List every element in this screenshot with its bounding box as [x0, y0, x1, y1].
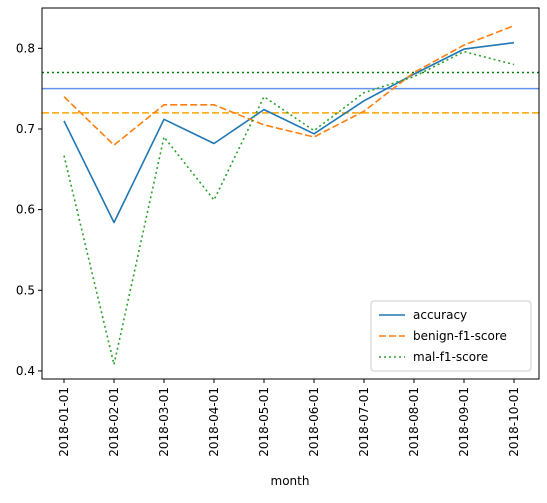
- x-tick-label: 2018-04-01: [207, 387, 221, 457]
- legend: accuracy benign-f1-score mal-f1-score: [370, 300, 532, 372]
- x-axis-label: month: [271, 474, 310, 488]
- x-tick-label: 2018-01-01: [57, 387, 71, 457]
- y-tick-label: 0.8: [16, 41, 35, 55]
- x-tick-label: 2018-02-01: [107, 387, 121, 457]
- legend-label-benign-f1-score: benign-f1-score: [413, 329, 507, 343]
- series-line-mal-f1-score: [63, 50, 515, 366]
- series-line-benign-f1-score: [63, 24, 515, 146]
- x-tick-label: 2018-05-01: [257, 387, 271, 457]
- series-line-accuracy: [63, 41, 515, 224]
- x-tick-label: 2018-08-01: [407, 387, 421, 457]
- x-tick-label: 2018-10-01: [507, 387, 521, 457]
- y-tick-label: 0.4: [16, 364, 35, 378]
- y-axis: 0.4 0.5 0.6 0.7 0.8: [16, 41, 42, 378]
- legend-label-mal-f1-score: mal-f1-score: [413, 350, 488, 364]
- plot-frame: [41, 7, 540, 380]
- y-tick-label: 0.6: [16, 203, 35, 217]
- x-tick-label: 2018-07-01: [357, 387, 371, 457]
- x-tick-label: 2018-06-01: [307, 387, 321, 457]
- legend-box: [370, 300, 532, 372]
- series-lines: [63, 24, 515, 366]
- reference-lines: [42, 71, 539, 114]
- x-tick-label: 2018-03-01: [157, 387, 171, 457]
- y-tick-label: 0.5: [16, 283, 35, 297]
- x-tick-label: 2018-09-01: [457, 387, 471, 457]
- x-axis: 2018-01-01 2018-02-01 2018-03-01 2018-04-01…: [57, 379, 521, 457]
- legend-label-accuracy: accuracy: [413, 308, 467, 322]
- y-tick-label: 0.7: [16, 122, 35, 136]
